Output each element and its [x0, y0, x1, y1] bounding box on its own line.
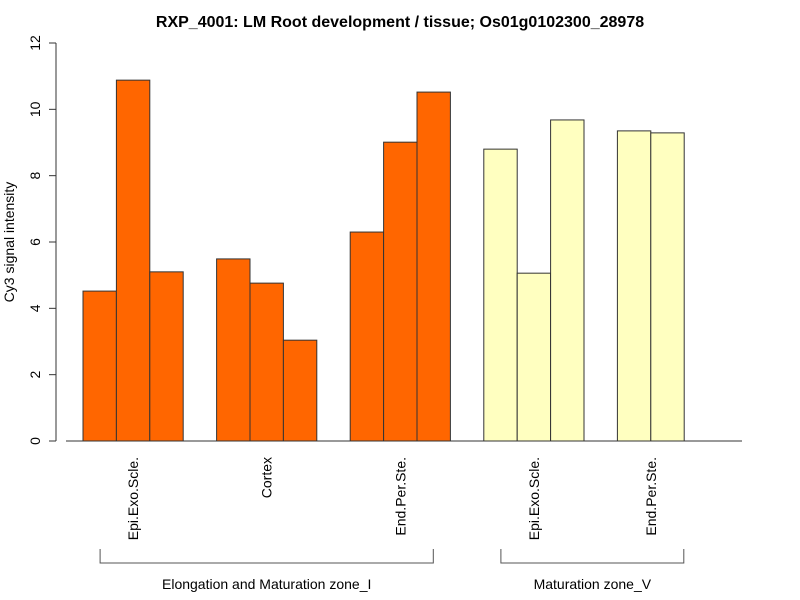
- bar: [516, 272, 552, 442]
- bar: [282, 339, 318, 442]
- y-tick-label: 6: [27, 238, 43, 246]
- bar: [249, 282, 284, 442]
- y-tick-label: 12: [27, 35, 43, 51]
- category-label: End.Per.Ste.: [392, 457, 408, 536]
- y-tick-label: 2: [27, 371, 43, 379]
- bar: [416, 91, 451, 442]
- y-tick-label: 8: [27, 172, 43, 180]
- group-bracket: [500, 549, 685, 564]
- y-tick-label: 10: [27, 101, 43, 117]
- bar: [483, 148, 518, 442]
- y-tick-label: 4: [27, 304, 43, 312]
- bar: [216, 258, 251, 442]
- bar: [616, 130, 652, 442]
- bar: [650, 132, 685, 442]
- group-brackets: Elongation and Maturation zone_I Maturati…: [99, 549, 685, 592]
- y-axis-label: Cy3 signal intensity: [1, 182, 17, 303]
- category-labels: Epi.Exo.Scle. Cortex End.Per.Ste. Epi.Exo.S…: [125, 457, 659, 540]
- y-axis: 0 2 4 6 8 10 12: [27, 35, 57, 445]
- bar: [550, 119, 585, 442]
- group-bracket: [99, 549, 434, 564]
- bar: [149, 271, 184, 442]
- bar: [383, 141, 418, 442]
- group-label: Elongation and Maturation zone_I: [162, 576, 371, 592]
- bar: [349, 231, 385, 442]
- category-label: Epi.Exo.Scle.: [526, 457, 542, 540]
- category-label: Cortex: [259, 457, 275, 498]
- bars: [82, 79, 685, 442]
- bar: [115, 79, 151, 442]
- category-label: End.Per.Ste.: [643, 457, 659, 536]
- chart-title: RXP_4001: LM Root development / tissue; …: [156, 14, 644, 31]
- bar: [82, 290, 117, 442]
- category-label: Epi.Exo.Scle.: [125, 457, 141, 540]
- group-label: Maturation zone_V: [534, 576, 652, 592]
- y-tick-label: 0: [27, 437, 43, 445]
